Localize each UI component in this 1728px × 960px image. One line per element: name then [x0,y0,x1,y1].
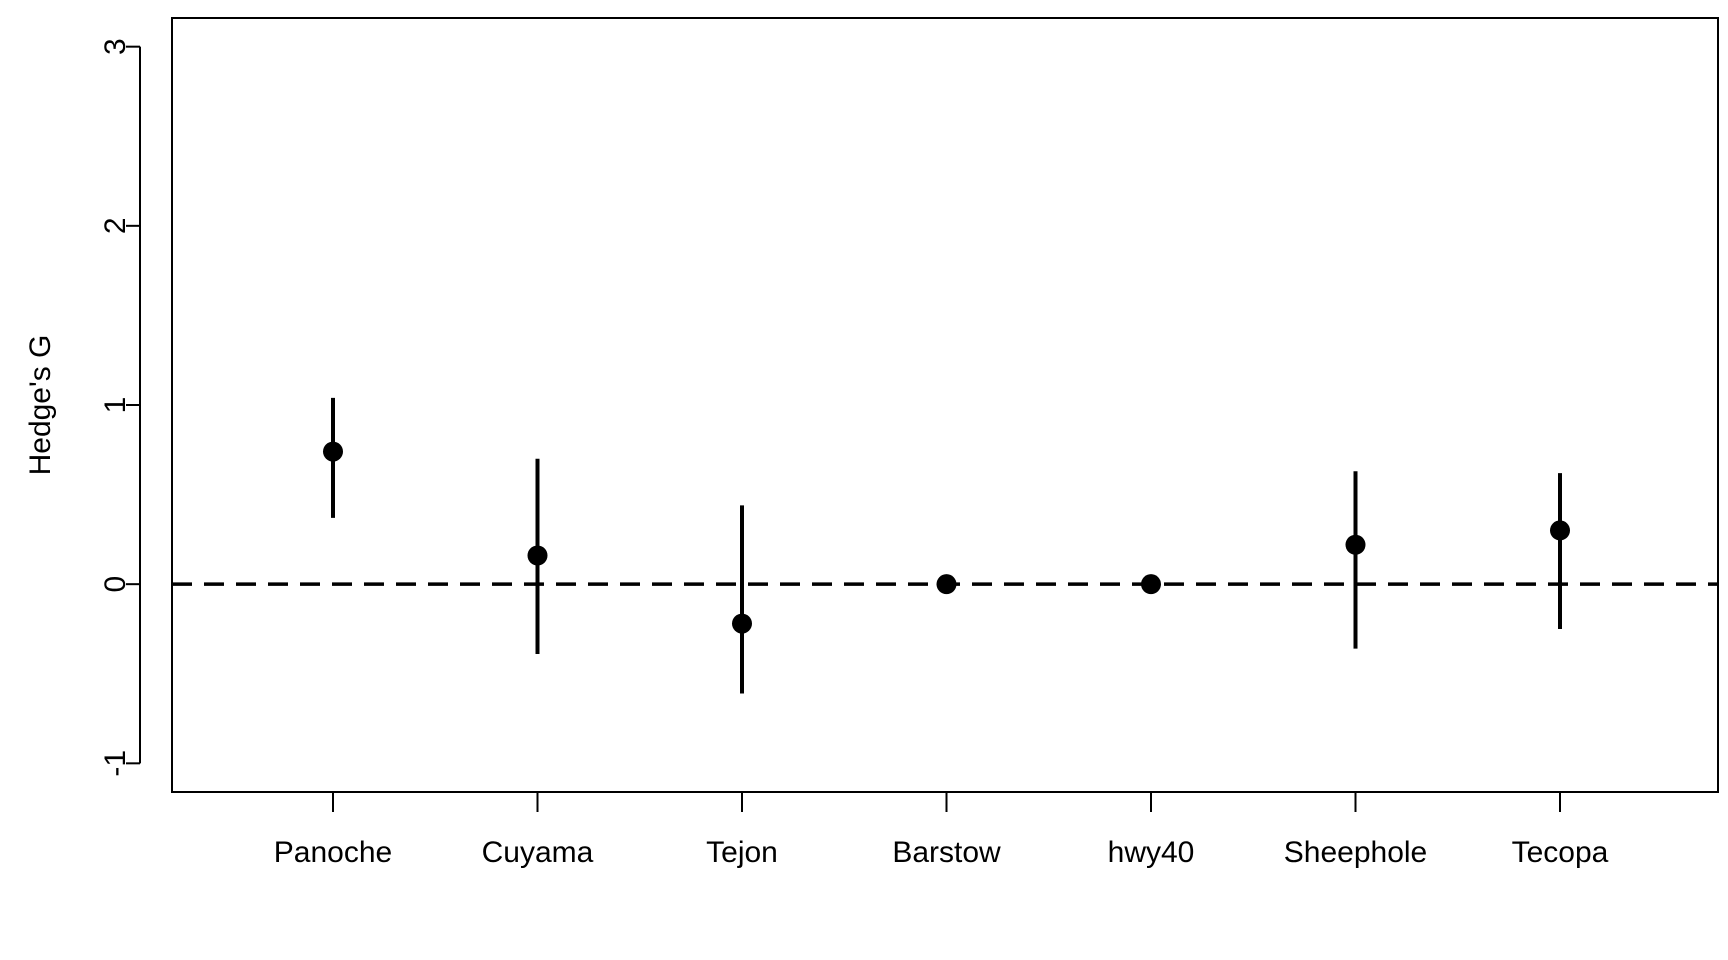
x-axis: Panoche Cuyama Tejon Barstow hwy40 Sheephole T… [274,792,1609,869]
data-point [1550,520,1570,541]
data-point [936,574,957,595]
x-tick-label: Sheephole [1284,836,1427,869]
plot-frame [171,17,1719,793]
data-point [1345,534,1366,555]
data-marks [323,397,1570,694]
x-tick-label: Tejon [706,836,778,869]
y-tick-label: 3 [99,38,132,55]
data-point [323,441,343,462]
data-point [1141,574,1161,595]
y-tick-label: 2 [99,217,132,234]
y-tick-label: 1 [99,397,132,414]
data-point [527,545,548,566]
x-tick-label: Tecopa [1512,836,1609,869]
y-axis: -1 0 1 2 3 [99,38,141,777]
y-tick-label: -1 [99,750,132,777]
x-tick-label: hwy40 [1108,836,1195,869]
y-tick-label: 0 [99,576,132,593]
x-tick-label: Panoche [274,836,392,869]
x-tick-label: Cuyama [482,836,594,869]
y-axis-label: Hedge's G [24,335,57,476]
data-point [732,613,752,634]
x-tick-label: Barstow [892,836,1001,869]
